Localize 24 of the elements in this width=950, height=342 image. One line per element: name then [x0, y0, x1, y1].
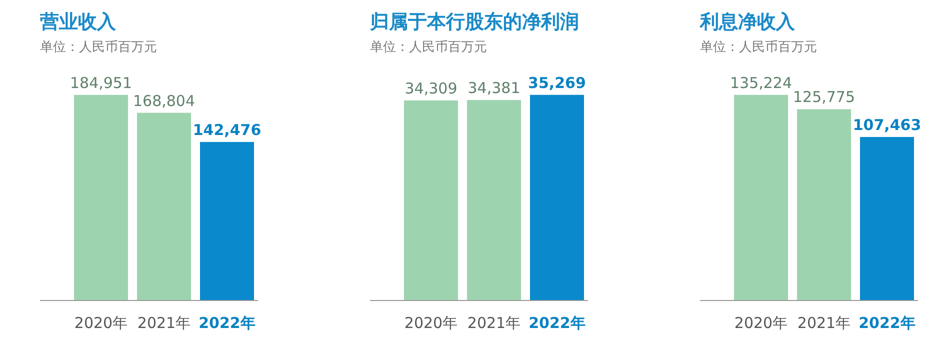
x-tick-label: 2022年 [198, 314, 256, 332]
data-label: 142,476 [192, 120, 262, 139]
chart-subtitle: 单位：人民币百万元 [370, 40, 487, 55]
x-tick-label: 2021年 [137, 314, 191, 332]
data-label: 34,381 [468, 79, 520, 98]
chart-title: 利息净收入 [699, 11, 796, 33]
data-label: 125,775 [792, 88, 856, 106]
x-tick-label: 2021年 [797, 314, 851, 332]
data-label: 34,309 [404, 79, 458, 98]
x-tick-label: 2020年 [404, 314, 458, 332]
x-tick-label: 2022年 [528, 314, 586, 332]
data-label: 35,269 [528, 74, 586, 92]
x-tick-label: 2020年 [74, 314, 128, 332]
chart-title: 营业收入 [39, 11, 117, 33]
data-label: 168,804 [132, 92, 196, 110]
chart-subtitle: 单位：人民币百万元 [40, 40, 157, 55]
chart-subtitle: 单位：人民币百万元 [700, 40, 817, 55]
data-label: 135,224 [730, 74, 792, 92]
chart-title: 归属于本行股东的净利润 [369, 11, 579, 33]
x-tick-label: 2020年 [734, 314, 788, 332]
x-tick-label: 2021年 [467, 314, 521, 332]
data-label: 107,463 [852, 116, 922, 134]
x-tick-label: 2022年 [858, 314, 916, 332]
data-label: 184,951 [70, 74, 132, 92]
